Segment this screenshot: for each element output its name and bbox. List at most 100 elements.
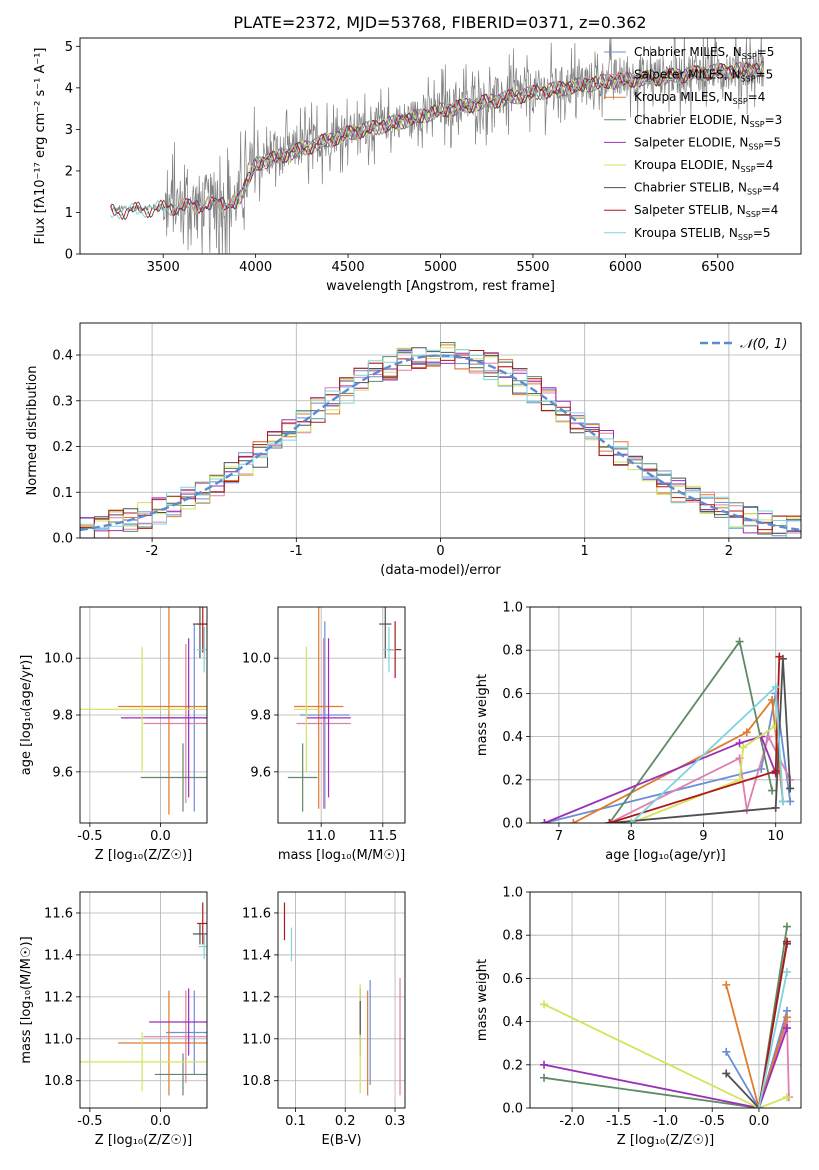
legend-entry: Salpeter ELODIE, NSSP=5 — [634, 135, 781, 151]
mass-vs-ebv-panel: 0.1 0.2 0.3 10.8 11.0 11.2 11.4 11.6 E(B-V) — [242, 891, 406, 1148]
weight-marker-kroupa_stelib — [771, 682, 780, 691]
x-tick-label: 7 — [555, 829, 563, 844]
x-tick-label: 3500 — [147, 260, 180, 275]
weight-marker-salpeter_stelib — [782, 937, 791, 946]
y-tick-label: 0.4 — [502, 1015, 523, 1030]
weight-marker-salpeter_miles — [764, 732, 773, 741]
x-tick-label: 1 — [581, 544, 589, 559]
legend-label: Kroupa STELIB, N — [634, 226, 738, 240]
weight-line-chabrier_miles — [725, 1010, 788, 1108]
weight-marker-kroupa_miles — [722, 980, 731, 989]
weight-line-kroupa_elodie — [543, 1003, 788, 1108]
weight-marker-kroupa_stelib — [778, 797, 787, 806]
weight-line-kroupa_miles — [572, 697, 784, 823]
x-tick-label: -0.5 — [700, 1114, 725, 1129]
y-tick-label: 11.2 — [44, 990, 73, 1005]
legend-subscript: SSP — [748, 142, 763, 151]
x-axis-label: Z [log₁₀(Z/Z☉)] — [617, 1133, 714, 1148]
y-tick-label: 11.0 — [44, 1032, 73, 1047]
y-tick-label: 5 — [65, 40, 73, 55]
x-tick-label: -1.5 — [606, 1114, 631, 1129]
legend-label: Salpeter MILES, N — [634, 68, 741, 82]
axes-frame — [529, 606, 802, 824]
y-axis-label: age [log₁₀(age/yr)] — [19, 655, 34, 776]
weight-marker-chabrier_stelib — [771, 803, 780, 812]
y-tick-label: 0.0 — [502, 817, 523, 832]
legend-entry: Kroupa MILES, NSSP=4 — [634, 90, 765, 106]
legend-label: Chabrier ELODIE, N — [634, 113, 750, 127]
x-tick-label: 11.5 — [368, 829, 397, 844]
x-tick-label: 11.0 — [307, 829, 336, 844]
x-tick-label: -0.5 — [77, 1114, 102, 1129]
figure-title: PLATE=2372, MJD=53768, FIBERID=0371, z=0… — [233, 13, 646, 32]
weight-line-salpeter_stelib — [758, 941, 788, 1108]
weight-marker-kroupa_elodie — [739, 743, 748, 752]
plot-area — [80, 607, 207, 815]
weight-marker-kroupa_miles — [742, 728, 751, 737]
plot-area — [287, 607, 402, 812]
y-tick-label: 0 — [65, 248, 73, 263]
legend-tail: =4 — [748, 90, 766, 104]
weight-marker-chabrier_miles — [786, 797, 795, 806]
legend-tail: =5 — [756, 68, 774, 82]
y-tick-label: 3 — [65, 123, 73, 138]
x-tick-label: 8 — [627, 829, 635, 844]
legend-subscript: SSP — [747, 188, 762, 197]
spectrum-panel: 3500 4000 4500 5000 5500 6000 6500 0 1 2 3 4 5 wavele… — [33, 37, 802, 294]
weight-marker-chabrier_elodie — [768, 786, 777, 795]
weight-line-kroupa_stelib — [630, 684, 784, 823]
y-axis-label: mass weight — [475, 674, 490, 756]
legend-label: Kroupa ELODIE, N — [634, 158, 741, 172]
spectrum-legend: Chabrier MILES, NSSP=5 Salpeter MILES, N S… — [604, 45, 782, 242]
model-spectrum-kroupa_stelib — [110, 61, 764, 220]
axes-frame — [277, 606, 406, 824]
x-tick-label: 6000 — [609, 260, 642, 275]
y-tick-label: 0.2 — [52, 440, 73, 455]
weight-marker-kroupa_elodie — [782, 1093, 791, 1102]
y-axis-label: Flux [fλ10⁻¹⁷ erg cm⁻² s⁻¹ A⁻¹] — [33, 48, 48, 245]
legend-label: Salpeter ELODIE, N — [634, 135, 748, 149]
weight-marker-salpeter_elodie — [782, 1024, 791, 1033]
x-tick-label: 4000 — [239, 260, 272, 275]
plot-area — [283, 902, 401, 1096]
weight-marker-salpeter_elodie — [540, 1060, 549, 1069]
y-tick-label: 9.6 — [52, 765, 73, 780]
weight-line-chabrier_stelib — [725, 943, 788, 1108]
y-tick-label: 10.0 — [242, 652, 271, 667]
y-tick-label: 11.4 — [44, 948, 73, 963]
model-spectrum-kroupa_miles — [170, 61, 764, 216]
normal-legend-label: 𝒩(0, 1) — [740, 337, 787, 352]
legend-entry: Chabrier STELIB, NSSP=4 — [634, 181, 780, 197]
legend-subscript: SSP — [750, 120, 765, 129]
legend-tail: =5 — [757, 45, 775, 59]
x-tick-label: 0.0 — [150, 829, 171, 844]
x-tick-label: 10 — [767, 829, 784, 844]
legend-entry: Chabrier MILES, NSSP=5 — [634, 45, 774, 61]
x-tick-label: -2.0 — [559, 1114, 584, 1129]
weight-marker-chabrier_stelib — [786, 784, 795, 793]
x-tick-label: 0.2 — [335, 1114, 356, 1129]
y-tick-label: 9.8 — [250, 709, 271, 724]
age-vs-metallicity-panel: -0.5 0.0 9.6 9.8 10.0 Z [log₁₀(Z/Z☉)] age [log… — [19, 606, 208, 863]
x-tick-label: 2 — [725, 544, 733, 559]
y-tick-label: 0.6 — [502, 972, 523, 987]
x-tick-label: 9 — [699, 829, 707, 844]
legend-tail: =4 — [762, 181, 780, 195]
y-tick-label: 4 — [65, 81, 73, 96]
weight-line-chabrier_elodie — [543, 926, 788, 1108]
normal-curve — [80, 354, 801, 532]
weight-line-salpeter_elodie — [544, 735, 777, 823]
legend-label: Chabrier STELIB, N — [634, 181, 747, 195]
legend-label: Salpeter STELIB, N — [634, 203, 746, 217]
mass-vs-metallicity-panel: -0.5 0.0 10.8 11.0 11.2 11.4 11.6 Z [log₁₀(Z/Z☉… — [19, 891, 208, 1148]
x-axis-label: Z [log₁₀(Z/Z☉)] — [95, 1133, 192, 1148]
plot-area — [540, 637, 795, 823]
y-tick-label: 11.4 — [242, 948, 271, 963]
weight-marker-chabrier_elodie — [540, 1073, 549, 1082]
x-tick-label: -2 — [146, 544, 159, 559]
weight-line-kroupa_miles — [725, 984, 788, 1108]
y-tick-label: 11.0 — [242, 1032, 271, 1047]
weight-line-chabrier_miles — [544, 693, 792, 823]
y-tick-label: 0.8 — [502, 929, 523, 944]
legend-tail: =3 — [765, 113, 783, 127]
